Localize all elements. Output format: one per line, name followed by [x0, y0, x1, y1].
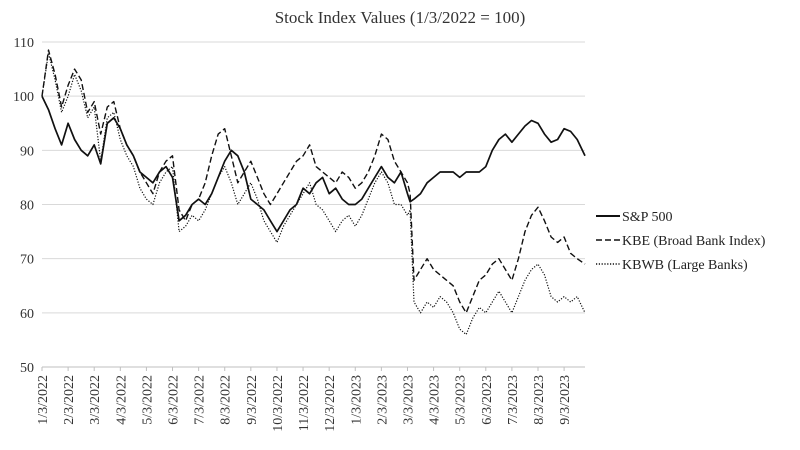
series-line-kbwb [41, 52, 586, 336]
x-tick-label: 6/3/2022 [167, 375, 182, 425]
x-tick-label: 2/3/2022 [62, 375, 77, 425]
x-tick-label: 3/3/2023 [401, 375, 416, 425]
x-tick-label: 5/3/2023 [454, 375, 469, 425]
y-tick-label: 90 [20, 144, 34, 159]
x-tick-label: 9/3/2023 [558, 375, 573, 425]
x-tick-label: 7/3/2022 [193, 375, 208, 425]
series-line-kbe [41, 49, 586, 314]
legend-label: KBE (Broad Bank Index) [622, 234, 766, 249]
x-tick-label: 11/3/2022 [297, 375, 312, 431]
x-tick-label: 8/3/2023 [532, 375, 547, 425]
legend-label: KBWB (Large Banks) [622, 258, 748, 273]
x-tick-label: 5/3/2022 [140, 375, 155, 425]
x-tick-label: 7/3/2023 [506, 375, 521, 425]
x-tick-label: 6/3/2023 [480, 375, 495, 425]
x-tick-label: 4/3/2023 [428, 375, 443, 425]
x-tick-label: 2/3/2023 [375, 375, 390, 425]
legend: S&P 500 KBE (Broad Bank Index) KBWB (Large… [596, 210, 766, 273]
x-tick-label: 3/3/2022 [88, 375, 103, 425]
y-tick-label: 80 [20, 199, 34, 214]
gridlines [42, 41, 585, 314]
x-tick-label: 9/3/2022 [245, 375, 260, 425]
legend-label: S&P 500 [622, 210, 672, 225]
x-tick-label: 1/3/2023 [349, 375, 364, 425]
y-tick-label: 110 [14, 36, 34, 51]
x-tick-label: 4/3/2022 [114, 375, 129, 425]
y-axis: 50 60 70 80 90 100 110 [13, 36, 34, 376]
chart-title: Stock Index Values (1/3/2022 = 100) [274, 8, 526, 27]
x-tick-label: 12/3/2022 [323, 375, 338, 432]
series-lines [41, 49, 586, 336]
x-tick-label: 1/3/2022 [36, 375, 51, 425]
x-tick-label: 10/3/2022 [271, 375, 286, 432]
series-line-sp500 [41, 95, 586, 233]
x-axis: 1/3/2022 2/3/2022 3/3/2022 4/3/2022 5/3/2022… [36, 366, 585, 432]
y-tick-label: 50 [20, 361, 34, 376]
y-tick-label: 100 [13, 90, 34, 105]
y-tick-label: 60 [20, 307, 34, 322]
x-tick-label: 8/3/2022 [219, 375, 234, 425]
y-tick-label: 70 [20, 253, 34, 268]
